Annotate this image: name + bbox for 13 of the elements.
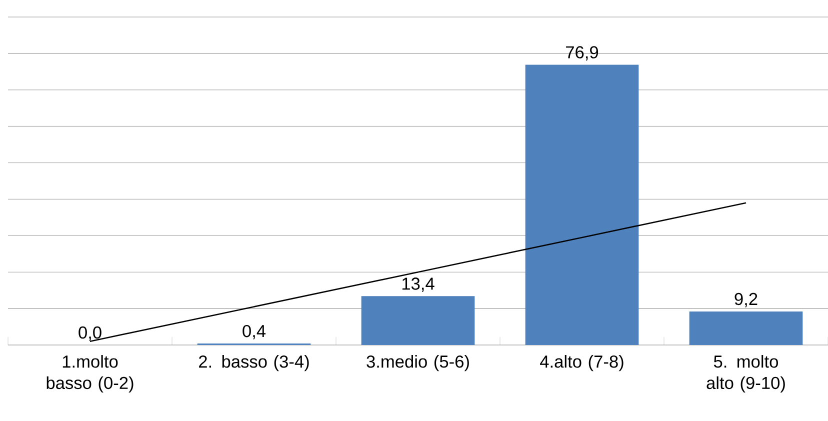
x-tick-label: 2. basso (3-4) [199, 355, 309, 372]
bar [689, 311, 803, 345]
data-label: 13,4 [402, 278, 434, 292]
bar [525, 64, 639, 345]
x-tick-label: 1.molto basso (0-2) [46, 355, 134, 393]
data-label: 0,4 [242, 324, 266, 340]
bar [361, 296, 475, 345]
x-tick-label: 5. molto alto (9-10) [706, 355, 785, 393]
x-tick-label: 3.medio (5-6) [366, 355, 469, 372]
data-label: 76,9 [566, 46, 598, 60]
data-label: 9,2 [734, 292, 758, 308]
x-tick-label: 4.alto (7-8) [540, 355, 624, 372]
data-label: 0,0 [78, 326, 102, 341]
